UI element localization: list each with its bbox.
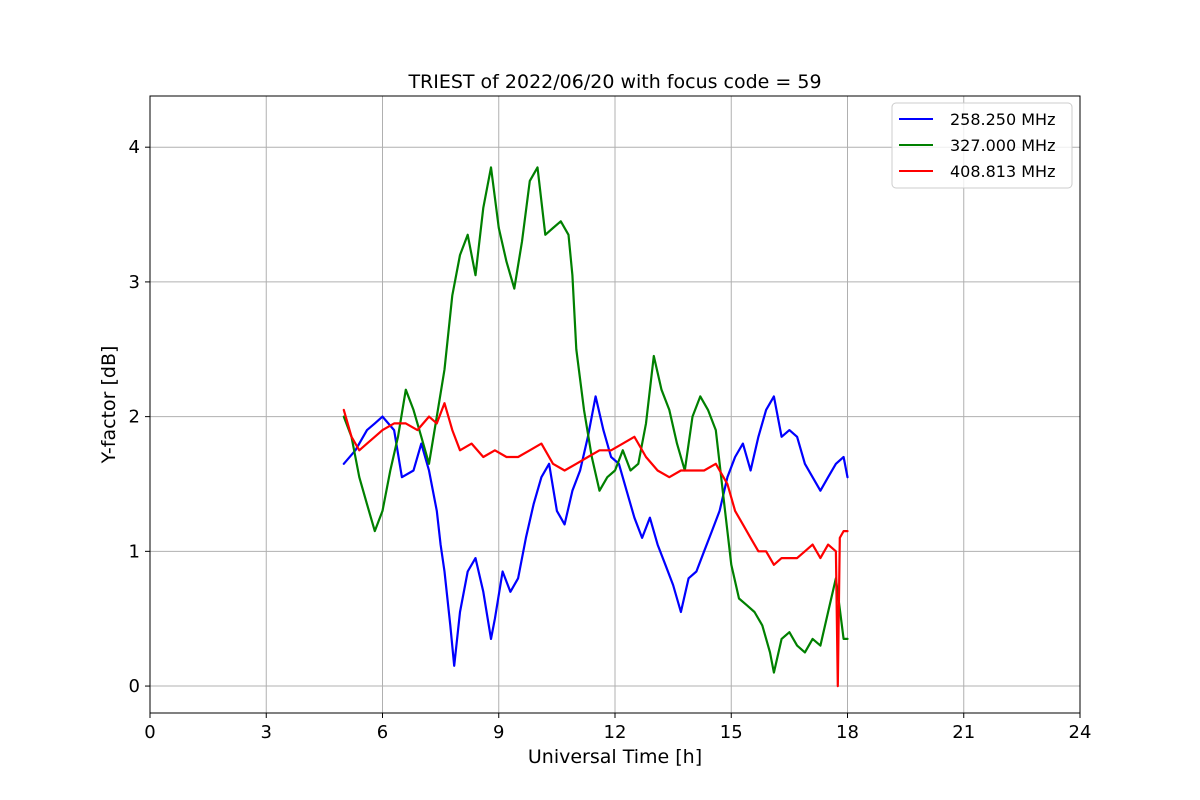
x-tick-label: 0 (144, 722, 155, 743)
x-tick-label: 3 (261, 722, 272, 743)
x-tick-label: 15 (720, 722, 743, 743)
x-tick-label: 9 (493, 722, 504, 743)
legend-label-2: 327.000 MHz (950, 136, 1055, 155)
legend-box (891, 102, 1073, 189)
legend: 258.250 MHz 327.000 MHz 408.813 MHz (891, 102, 1073, 189)
series-layer (342, 166, 849, 688)
y-tick-label: 0 (129, 676, 140, 697)
y-axis-label: Y-factor [dB] (98, 346, 120, 465)
grid (149, 96, 1081, 713)
y-tick-label: 4 (129, 137, 140, 158)
x-tick-label: 6 (377, 722, 388, 743)
legend-label-1: 258.250 MHz (950, 110, 1055, 129)
x-tick-label: 18 (836, 722, 859, 743)
x-tick-label: 21 (952, 722, 975, 743)
x-tick-label: 24 (1069, 722, 1092, 743)
series-line-1 (342, 395, 849, 667)
series-line-3 (342, 402, 849, 688)
series-line-2 (342, 166, 849, 674)
x-axis-label: Universal Time [h] (528, 746, 702, 768)
x-tick-label: 12 (604, 722, 627, 743)
y-tick-label: 3 (129, 272, 140, 293)
y-tick-label: 2 (129, 407, 140, 428)
chart-title: TRIEST of 2022/06/20 with focus code = 5… (407, 71, 821, 93)
y-tick-label: 1 (129, 541, 140, 562)
legend-label-3: 408.813 MHz (950, 162, 1055, 181)
